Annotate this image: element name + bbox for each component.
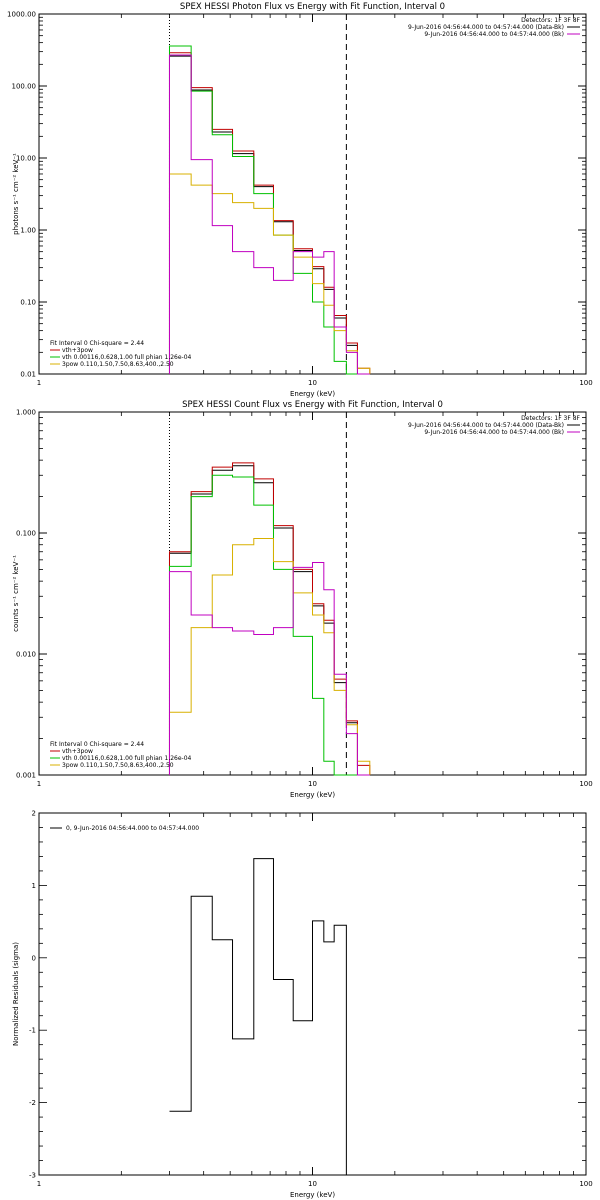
y-tick-label: 1: [32, 882, 36, 890]
x-tick-label: 1: [37, 379, 41, 387]
legend-label: vth+3pow: [62, 748, 93, 755]
y-tick-label: 0.10: [20, 299, 36, 307]
header-interval-text: 9-Jun-2016 04:56:44.000 to 04:57:44.000 …: [424, 429, 564, 436]
y-tick-label: 1.000: [16, 409, 36, 417]
y-tick-label: 0: [32, 954, 36, 962]
x-tick-label: 1: [37, 780, 41, 788]
legend-label: 3pow 0.110,1.50,7.50,8.63,400.,2.50: [62, 361, 174, 368]
x-tick-label: 10: [308, 780, 317, 788]
x-axis-label: Energy (keV): [290, 791, 335, 799]
x-tick-label: 10: [308, 1180, 317, 1188]
chart-title: SPEX HESSI Photon Flux vs Energy with Fi…: [180, 2, 445, 12]
chart-title: SPEX HESSI Count Flux vs Energy with Fit…: [182, 400, 443, 410]
series-data-bk: [168, 55, 370, 375]
series-vth: [168, 45, 370, 375]
y-axis-label: Normalized Residuals (sigma): [12, 942, 20, 1046]
header-interval-text: 9-Jun-2016 04:56:44.000 to 04:57:44.000 …: [408, 422, 564, 429]
detectors-label: Detectors: 1F 3F 8F: [521, 415, 580, 422]
series-3pow: [168, 173, 371, 374]
series-vth-3pow: [168, 52, 371, 374]
plot-frame: [38, 13, 587, 375]
x-tick-label: 100: [579, 780, 592, 788]
x-tick-label: 100: [579, 1180, 592, 1188]
residuals-panel: 1 10 100 -3 -2 -1 0 1 2 Energy (keV) Normalized Re…: [12, 810, 593, 1200]
y-tick-label: -2: [29, 1099, 36, 1107]
y-tick-label: 0.010: [16, 651, 36, 659]
legend-label: 3pow 0.110,1.50,7.50,8.63,400.,2.50: [62, 762, 174, 769]
fit-legend-title: Fit Interval 0 Chi-square = 2.44: [50, 340, 144, 347]
photon-flux-panel: 1 10 100 0.01 0.10 1.00 10.00 100.00 1000.00 Ener…: [7, 2, 593, 398]
y-tick-label: 10.00: [16, 155, 36, 163]
header-interval-text: 9-Jun-2016 04:56:44.000 to 04:57:44.000 …: [408, 24, 564, 31]
y-tick-label: 0.01: [20, 371, 36, 379]
series-3pow: [168, 538, 371, 775]
series-vth-3pow: [168, 462, 371, 775]
legend-label: vth 0.00116,0.628,1.00 full phian 1.26e-…: [62, 755, 192, 762]
fit-legend-title: Fit Interval 0 Chi-square = 2.44: [50, 741, 144, 748]
y-tick-label: -1: [29, 1027, 36, 1035]
x-tick-label: 100: [579, 379, 592, 387]
x-axis-label: Energy (keV): [290, 1191, 335, 1199]
series-data-bk: [168, 465, 370, 776]
x-tick-label: 10: [308, 379, 317, 387]
detectors-label: Detectors: 1F 3F 8F: [521, 17, 580, 24]
x-axis-label: Energy (keV): [290, 390, 335, 398]
y-axis-label: photons s⁻¹ cm⁻² keV⁻¹: [12, 153, 20, 235]
series-0-9-jun-2016-04-56-44-000-to-04-57-44-000: [169, 858, 347, 1175]
y-tick-label: -3: [29, 1172, 36, 1180]
x-tick-label: 1: [37, 1180, 41, 1188]
series-bk: [168, 54, 370, 375]
legend-label: vth 0.00116,0.628,1.00 full phian 1.26e-…: [62, 354, 192, 361]
legend-label: 0, 9-Jun-2016 04:56:44.000 to 04:57:44.0…: [66, 825, 199, 832]
y-tick-label: 1000.00: [7, 11, 36, 19]
y-tick-label: 2: [32, 810, 36, 818]
y-tick-label: 0.001: [16, 772, 36, 780]
y-axis-label: counts s⁻¹ cm⁻² keV⁻¹: [12, 555, 20, 632]
y-tick-label: 1.00: [20, 227, 36, 235]
series-vth: [168, 474, 370, 776]
y-tick-label: 0.100: [16, 530, 36, 538]
count-flux-panel: 1 10 100 0.001 0.010 0.100 1.000 Energy (keV) co…: [12, 400, 593, 799]
series-bk: [168, 562, 370, 776]
legend-label: vth+3pow: [62, 347, 93, 354]
header-interval-text: 9-Jun-2016 04:56:44.000 to 04:57:44.000 …: [424, 31, 564, 38]
y-tick-label: 100.00: [12, 83, 37, 91]
